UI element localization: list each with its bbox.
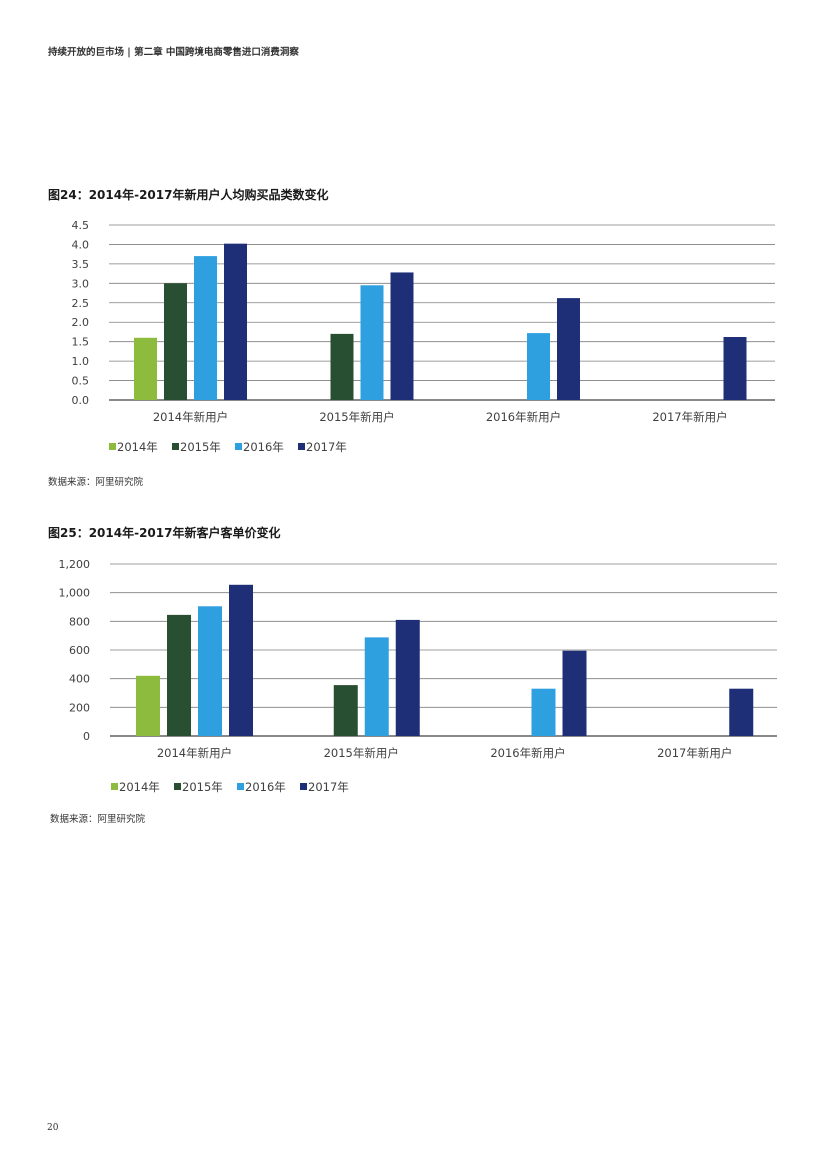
x-category-label: 2015年新用户 [324,746,399,760]
figure-25-source: 数据来源：阿里研究院 [50,814,146,825]
legend-label: 2015年 [180,440,221,454]
bar-2014年-2014年新用户 [136,675,160,736]
bar-2015年-2014年新用户 [164,283,187,400]
bar-2015年-2015年新用户 [330,333,354,400]
x-category-label: 2015年新用户 [319,410,394,424]
y-tick-label: 1,000 [59,587,91,600]
x-category-label: 2017年新用户 [657,746,732,760]
legend-swatch [235,443,242,450]
legend-label: 2017年 [306,440,347,454]
bar-2016年-2014年新用户 [194,256,217,400]
legend-swatch [174,783,181,790]
bar-2017年-2016年新用户 [557,298,580,400]
bar-2017年-2014年新用户 [224,243,247,400]
y-tick-label: 3.0 [72,277,90,290]
y-tick-label: 0 [83,730,90,743]
figure-25-title: 图25：2014年-2017年新客户客单价变化 [48,526,281,540]
y-tick-label: 0.5 [72,375,90,388]
x-category-label: 2016年新用户 [486,410,561,424]
x-category-label: 2014年新用户 [153,410,228,424]
legend-swatch [300,783,307,790]
bar-2016年-2016年新用户 [527,333,550,400]
legend-label: 2017年 [308,780,349,794]
y-tick-label: 3.5 [72,258,90,271]
legend-label: 2014年 [117,440,158,454]
figure-24-title: 图24：2014年-2017年新用户人均购买品类数变化 [48,188,329,202]
bar-2017年-2015年新用户 [390,272,414,400]
bar-2016年-2015年新用户 [364,637,389,736]
bar-2017年-2015年新用户 [395,619,420,736]
bar-2017年-2017年新用户 [729,688,754,736]
legend-swatch [109,443,116,450]
bar-2014年-2014年新用户 [134,337,157,400]
y-tick-label: 1,200 [59,558,91,571]
figure-24-source: 数据来源：阿里研究院 [48,477,144,488]
legend-swatch [172,443,179,450]
figure-25-chart: 0 200 400 600 800 1,000 1,200 2014年新用户 2015年新用户 2… [59,558,777,794]
y-tick-label: 200 [69,701,90,714]
bar-2015年-2015年新用户 [333,685,358,736]
legend-label: 2016年 [243,440,284,454]
bar-2016年-2014年新用户 [198,606,222,736]
legend-swatch [298,443,305,450]
y-tick-label: 2.5 [72,297,90,310]
y-tick-label: 2.0 [72,316,90,329]
y-tick-label: 1.5 [72,336,90,349]
running-header: 持续开放的巨市场 | 第二章 中国跨境电商零售进口消费洞察 [48,47,299,58]
y-tick-label: 4.0 [72,238,90,251]
x-category-label: 2016年新用户 [490,746,565,760]
y-tick-label: 600 [69,644,90,657]
legend-swatch [237,783,244,790]
bar-2016年-2016年新用户 [531,688,556,736]
bar-2017年-2017年新用户 [723,337,747,400]
y-tick-label: 400 [69,673,90,686]
x-category-label: 2017年新用户 [652,410,727,424]
x-category-label: 2014年新用户 [157,746,232,760]
legend-label: 2016年 [245,780,286,794]
bar-2015年-2014年新用户 [167,614,191,736]
bar-2017年-2014年新用户 [229,584,253,736]
bar-2017年-2016年新用户 [562,650,587,736]
figure-24-chart: 0.0 0.5 1.0 1.5 2.0 2.5 3.0 3.5 4.0 4.5 2014年新用户 20… [72,219,775,454]
bar-2016年-2015年新用户 [360,285,384,400]
y-tick-label: 1.0 [72,355,90,368]
y-tick-label: 4.5 [72,219,90,232]
legend-swatch [111,783,118,790]
legend-label: 2015年 [182,780,223,794]
y-tick-label: 800 [69,615,90,628]
y-tick-label: 0.0 [72,394,90,407]
legend-label: 2014年 [119,780,160,794]
page-number: 20 [47,1123,59,1133]
